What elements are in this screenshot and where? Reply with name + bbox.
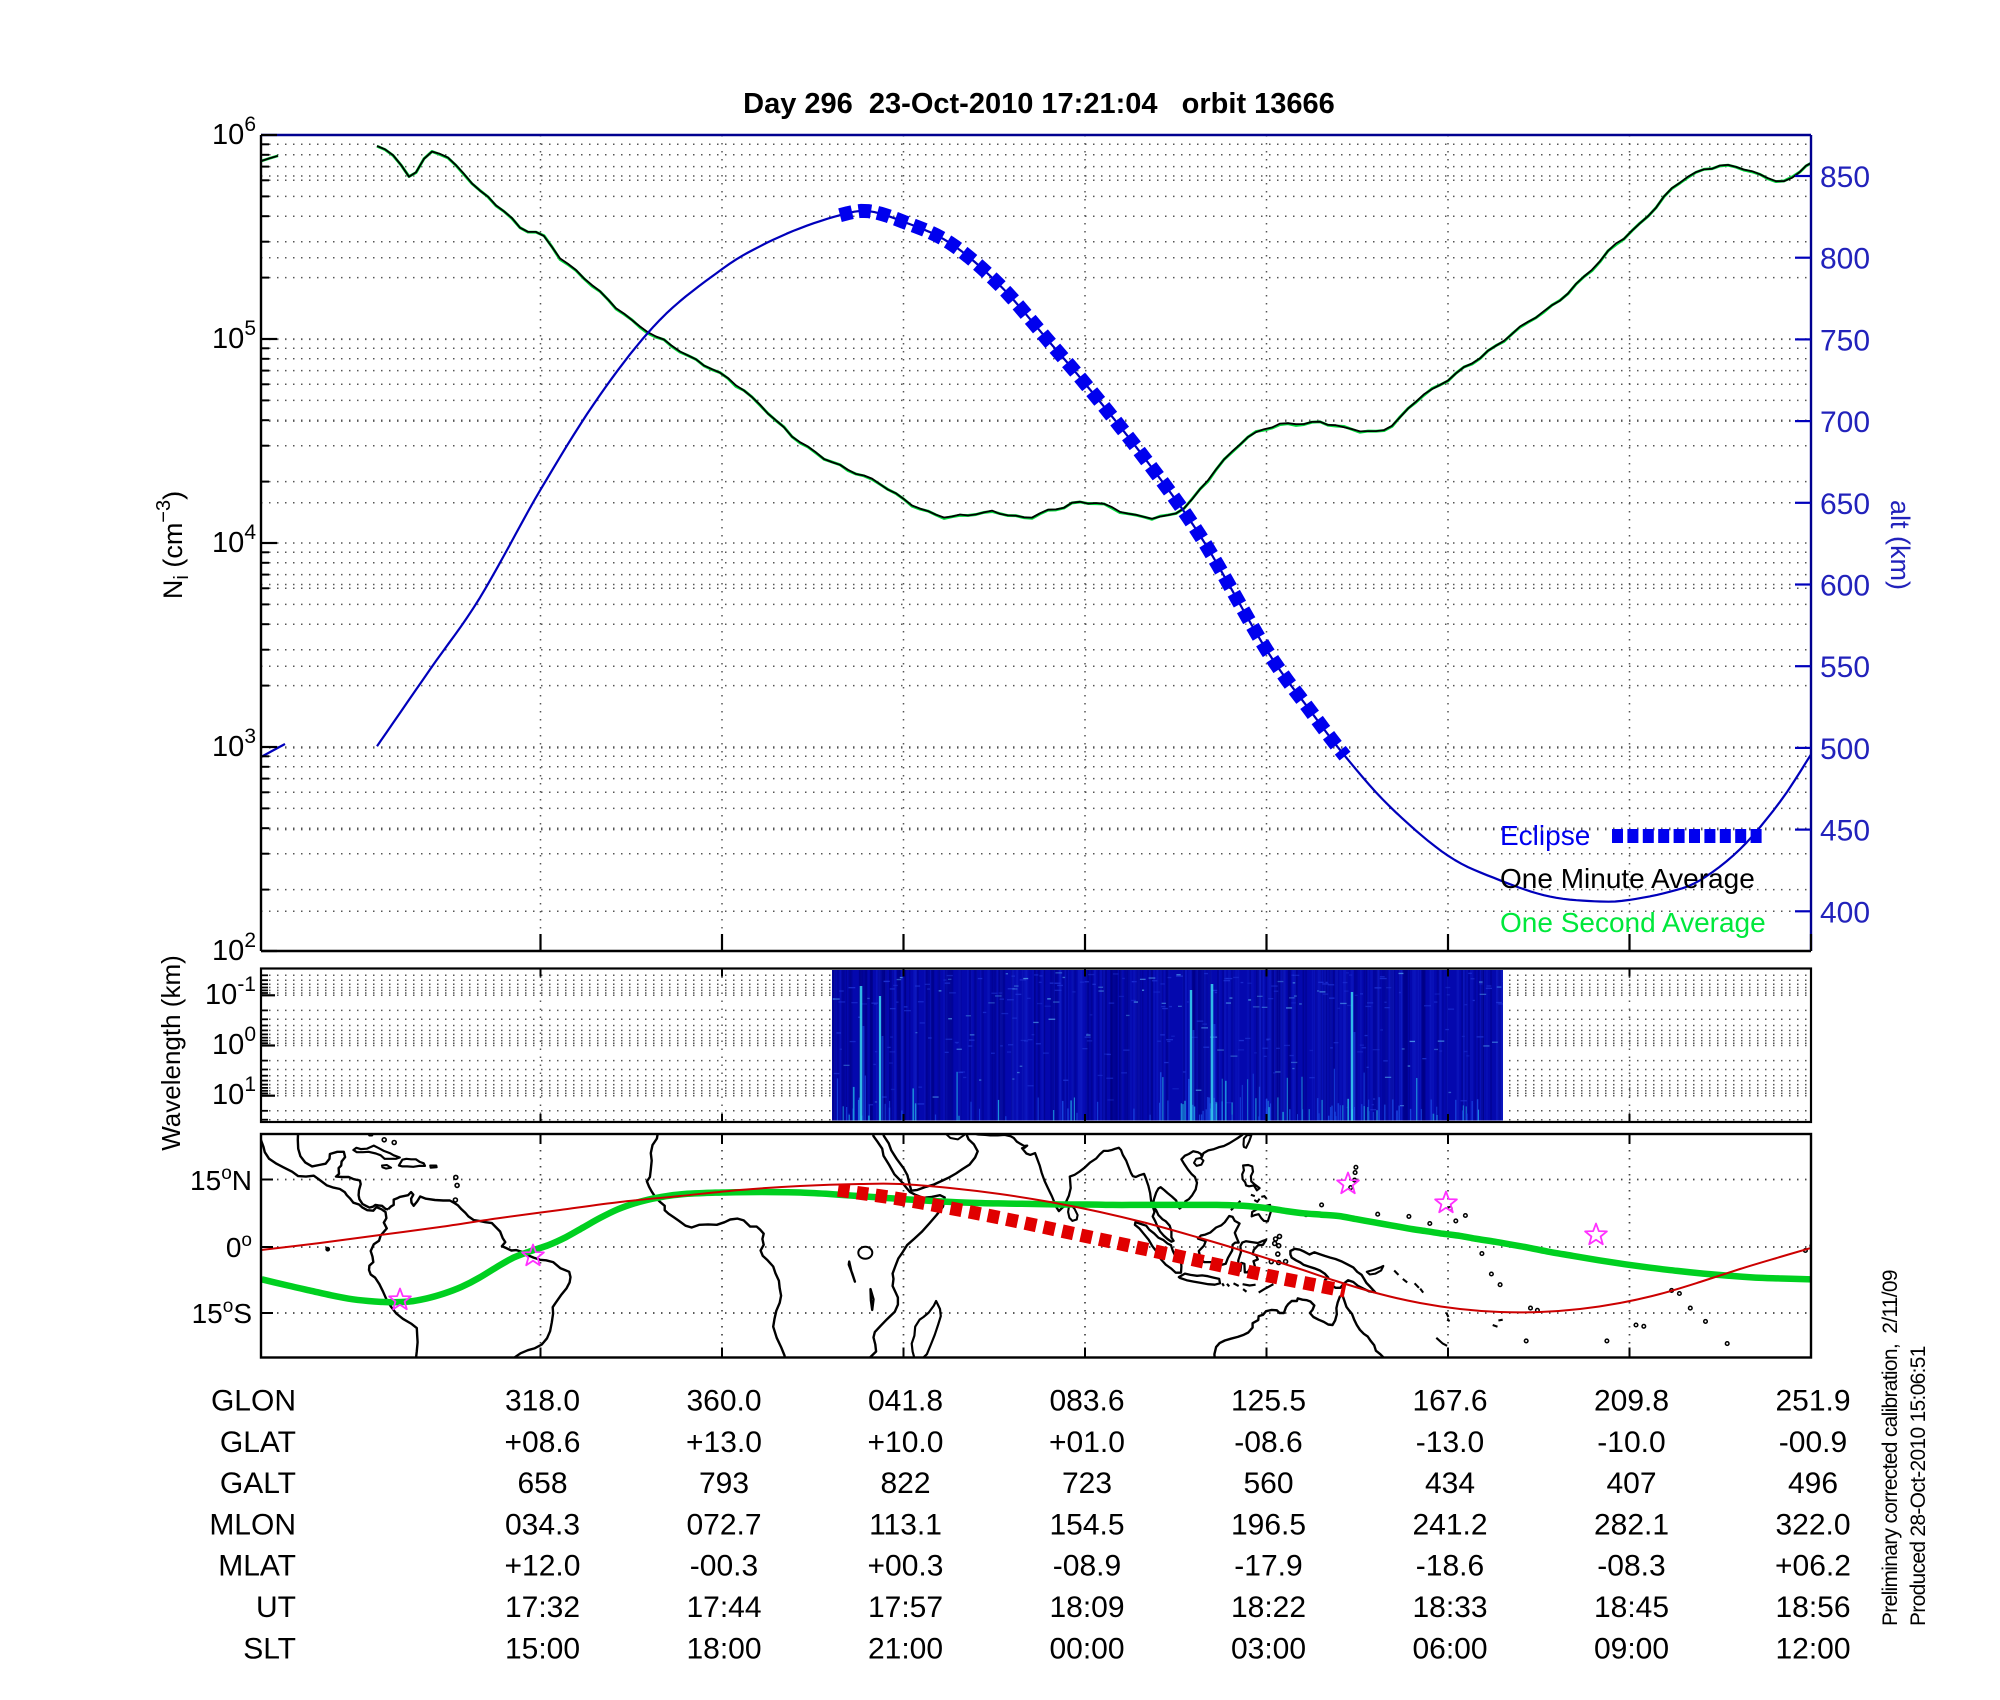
svg-text:GLON: GLON [211, 1385, 296, 1418]
svg-text:18:56: 18:56 [1775, 1591, 1850, 1624]
svg-text:034.3: 034.3 [505, 1508, 580, 1541]
svg-text:17:57: 17:57 [868, 1591, 943, 1624]
svg-text:-08.9: -08.9 [1053, 1550, 1121, 1583]
svg-text:UT: UT [256, 1591, 296, 1624]
svg-text:-08.3: -08.3 [1597, 1550, 1665, 1583]
svg-text:15oN: 15oN [190, 1163, 252, 1196]
svg-text:154.5: 154.5 [1049, 1508, 1124, 1541]
svg-text:+01.0: +01.0 [1049, 1426, 1125, 1459]
svg-text:072.7: 072.7 [686, 1508, 761, 1541]
svg-text:723: 723 [1062, 1467, 1112, 1500]
svg-text:18:45: 18:45 [1594, 1591, 1669, 1624]
svg-text:700: 700 [1820, 406, 1870, 439]
svg-text:407: 407 [1606, 1467, 1656, 1500]
svg-text:Ni (cm−3): Ni (cm−3) [153, 491, 193, 599]
svg-text:One Second Average: One Second Average [1500, 907, 1766, 938]
svg-text:+08.6: +08.6 [505, 1426, 581, 1459]
svg-text:658: 658 [517, 1467, 567, 1500]
svg-text:450: 450 [1820, 815, 1870, 848]
svg-text:17:44: 17:44 [686, 1591, 761, 1624]
svg-text:196.5: 196.5 [1231, 1508, 1306, 1541]
svg-text:550: 550 [1820, 651, 1870, 684]
svg-text:-00.9: -00.9 [1779, 1426, 1847, 1459]
svg-text:03:00: 03:00 [1231, 1632, 1306, 1665]
svg-text:241.2: 241.2 [1412, 1508, 1487, 1541]
svg-text:750: 750 [1820, 324, 1870, 357]
svg-text:18:22: 18:22 [1231, 1591, 1306, 1624]
svg-text:822: 822 [880, 1467, 930, 1500]
svg-text:400: 400 [1820, 896, 1870, 929]
svg-text:+10.0: +10.0 [868, 1426, 944, 1459]
svg-text:21:00: 21:00 [868, 1632, 943, 1665]
svg-text:15:00: 15:00 [505, 1632, 580, 1665]
svg-text:alt (km): alt (km) [1885, 500, 1915, 590]
svg-text:GALT: GALT [220, 1467, 296, 1500]
svg-text:15oS: 15oS [192, 1296, 252, 1329]
svg-text:-08.6: -08.6 [1234, 1426, 1302, 1459]
svg-text:209.8: 209.8 [1594, 1385, 1669, 1418]
svg-text:282.1: 282.1 [1594, 1508, 1669, 1541]
svg-text:One Minute Average: One Minute Average [1500, 863, 1755, 894]
svg-text:-10.0: -10.0 [1597, 1426, 1665, 1459]
svg-text:083.6: 083.6 [1049, 1385, 1124, 1418]
svg-text:06:00: 06:00 [1412, 1632, 1487, 1665]
svg-text:18:33: 18:33 [1412, 1591, 1487, 1624]
svg-text:Produced 28-Oct-2010 15:06:51: Produced 28-Oct-2010 15:06:51 [1907, 1346, 1930, 1626]
svg-text:600: 600 [1820, 570, 1870, 603]
svg-text:113.1: 113.1 [869, 1508, 942, 1541]
svg-text:793: 793 [699, 1467, 749, 1500]
svg-text:17:32: 17:32 [505, 1591, 580, 1624]
svg-text:-13.0: -13.0 [1416, 1426, 1484, 1459]
svg-text:+00.3: +00.3 [868, 1550, 944, 1583]
svg-text:Wavelength (km): Wavelength (km) [156, 955, 186, 1151]
svg-text:18:00: 18:00 [686, 1632, 761, 1665]
svg-text:500: 500 [1820, 733, 1870, 766]
svg-text:Day 296 23-Oct-2010 17:21:04: Day 296 23-Oct-2010 17:21:04 orbit 13666 [743, 88, 1335, 120]
svg-text:MLAT: MLAT [218, 1550, 296, 1583]
svg-text:+13.0: +13.0 [686, 1426, 762, 1459]
svg-text:+12.0: +12.0 [505, 1550, 581, 1583]
svg-text:125.5: 125.5 [1231, 1385, 1306, 1418]
svg-text:-00.3: -00.3 [690, 1550, 758, 1583]
svg-text:496: 496 [1788, 1467, 1838, 1500]
svg-text:650: 650 [1820, 488, 1870, 521]
svg-text:322.0: 322.0 [1775, 1508, 1850, 1541]
svg-text:850: 850 [1820, 161, 1870, 194]
svg-text:318.0: 318.0 [505, 1385, 580, 1418]
svg-text:00:00: 00:00 [1049, 1632, 1124, 1665]
svg-text:434: 434 [1425, 1467, 1475, 1500]
svg-text:Eclipse: Eclipse [1500, 820, 1590, 851]
svg-text:251.9: 251.9 [1775, 1385, 1850, 1418]
svg-text:MLON: MLON [209, 1508, 296, 1541]
svg-text:18:09: 18:09 [1049, 1591, 1124, 1624]
svg-text:102: 102 [212, 929, 256, 967]
svg-text:167.6: 167.6 [1412, 1385, 1487, 1418]
svg-text:SLT: SLT [243, 1632, 296, 1665]
svg-text:09:00: 09:00 [1594, 1632, 1669, 1665]
svg-text:041.8: 041.8 [868, 1385, 943, 1418]
svg-text:-17.9: -17.9 [1234, 1550, 1302, 1583]
svg-text:12:00: 12:00 [1775, 1632, 1850, 1665]
svg-text:560: 560 [1243, 1467, 1293, 1500]
svg-text:800: 800 [1820, 243, 1870, 276]
svg-text:Preliminary corrected calibrat: Preliminary corrected calibration, 2/11/… [1879, 1270, 1902, 1626]
svg-text:GLAT: GLAT [220, 1426, 296, 1459]
svg-text:360.0: 360.0 [686, 1385, 761, 1418]
svg-text:+06.2: +06.2 [1775, 1550, 1851, 1583]
svg-text:-18.6: -18.6 [1416, 1550, 1484, 1583]
